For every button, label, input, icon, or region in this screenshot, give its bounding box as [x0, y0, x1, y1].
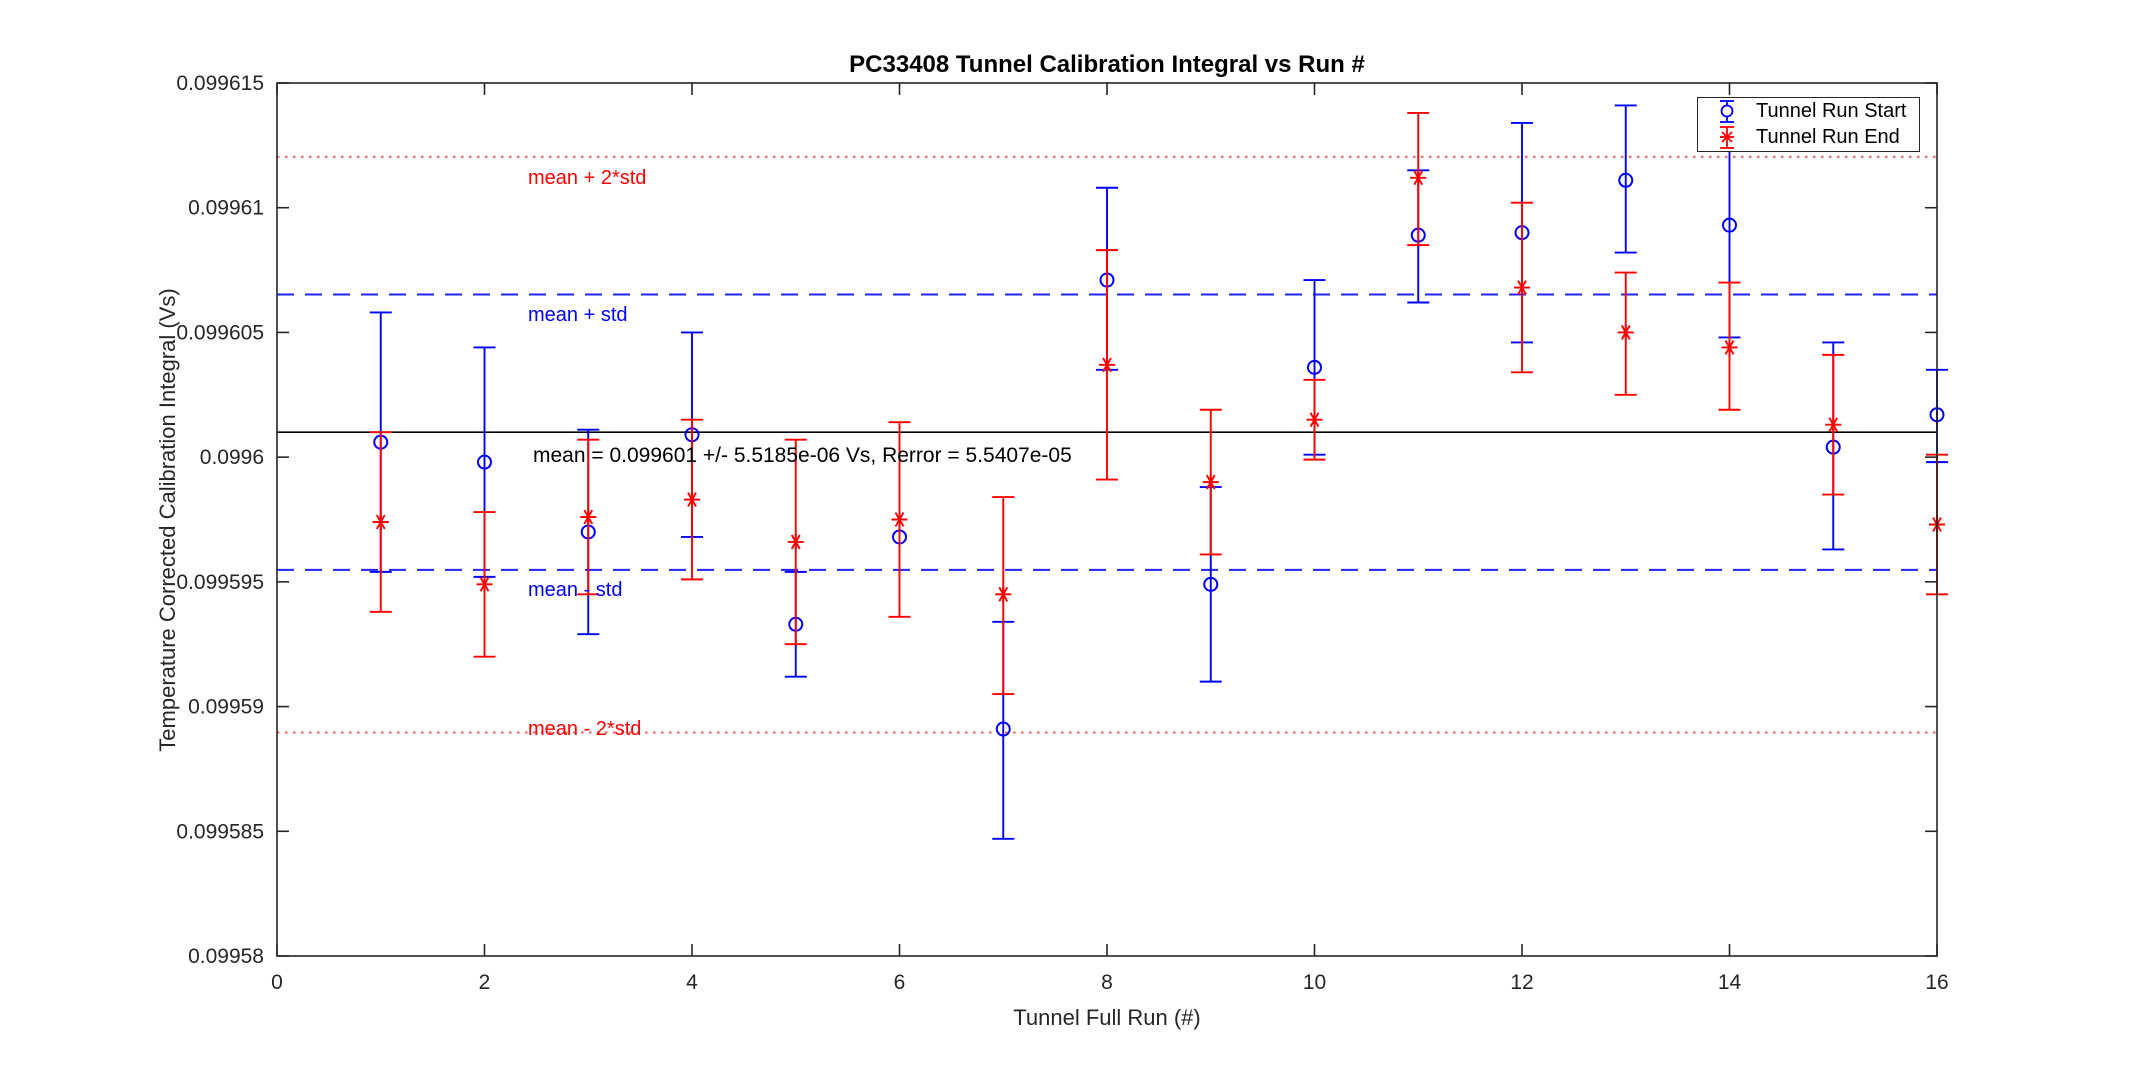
marker-end-run-6	[891, 511, 908, 528]
x-tick-label-0: 0	[271, 971, 283, 994]
errorbar-asterisk-icon	[1698, 125, 1756, 150]
marker-end-run-7	[995, 586, 1012, 603]
x-tick-label-12: 12	[1510, 971, 1533, 994]
mean-minus-2std-label: mean - 2*std	[528, 718, 642, 740]
marker-end-run-11	[1410, 169, 1427, 186]
marker-end-run-2	[476, 576, 493, 593]
marker-end-run-14	[1721, 339, 1738, 356]
marker-end-run-3	[580, 509, 597, 526]
x-tick-label-10: 10	[1303, 971, 1326, 994]
mean-plus-std-label: mean + std	[528, 304, 628, 326]
legend-box: Tunnel Run Start Tunnel Run End	[1697, 97, 1920, 152]
x-axis-label: Tunnel Full Run (#)	[1013, 1005, 1201, 1030]
marker-start-run-2	[477, 454, 492, 470]
mean-minus-std-label: mean - std	[528, 579, 623, 601]
x-tick-label-14: 14	[1718, 971, 1742, 994]
marker-end-run-9	[1202, 474, 1219, 491]
x-tick-label-6: 6	[894, 971, 906, 994]
mean-plus-2std-label: mean + 2*std	[528, 167, 647, 189]
marker-end-run-10	[1306, 411, 1323, 428]
legend-label-end: Tunnel Run End	[1756, 126, 1900, 148]
errorbar-circle-icon	[1698, 99, 1756, 124]
marker-end-run-5	[787, 533, 804, 550]
y-tick-label-4: 0.0996	[200, 446, 264, 469]
y-tick-label-6: 0.09961	[188, 197, 264, 220]
plot-title: PC33408 Tunnel Calibration Integral vs R…	[849, 51, 1365, 78]
y-axis-label: Temperature Corrected Calibration Integr…	[155, 288, 180, 752]
legend-entry-end: Tunnel Run End	[1698, 125, 1919, 150]
y-tick-label-5: 0.099605	[176, 321, 264, 344]
x-tick-label-4: 4	[686, 971, 698, 994]
y-tick-label-2: 0.09959	[188, 696, 264, 719]
y-tick-label-7: 0.099615	[176, 72, 264, 95]
marker-start-run-14	[1722, 217, 1737, 233]
marker-start-run-13	[1618, 172, 1634, 188]
x-tick-label-16: 16	[1925, 971, 1948, 994]
legend-label-start: Tunnel Run Start	[1756, 100, 1907, 122]
marker-start-run-9	[1203, 576, 1219, 592]
marker-end-run-15	[1825, 416, 1842, 433]
marker-end-run-13	[1617, 324, 1634, 341]
mean-annotation: mean = 0.099601 +/- 5.5185e-06 Vs, Rerro…	[533, 444, 1072, 467]
y-tick-label-0: 0.09958	[188, 945, 264, 968]
legend-entry-start: Tunnel Run Start	[1698, 99, 1919, 124]
y-tick-label-1: 0.099585	[176, 820, 264, 843]
marker-start-run-7	[995, 721, 1011, 737]
y-tick-label-3: 0.099595	[176, 571, 264, 594]
errorbar-start-run-13	[1614, 104, 1637, 254]
x-tick-label-8: 8	[1101, 971, 1113, 994]
x-tick-label-2: 2	[479, 971, 491, 994]
marker-end-run-4	[684, 491, 700, 508]
marker-start-run-10	[1307, 359, 1322, 375]
marker-end-run-8	[1099, 356, 1115, 373]
marker-end-run-12	[1514, 279, 1530, 296]
marker-end-run-1	[372, 513, 389, 530]
